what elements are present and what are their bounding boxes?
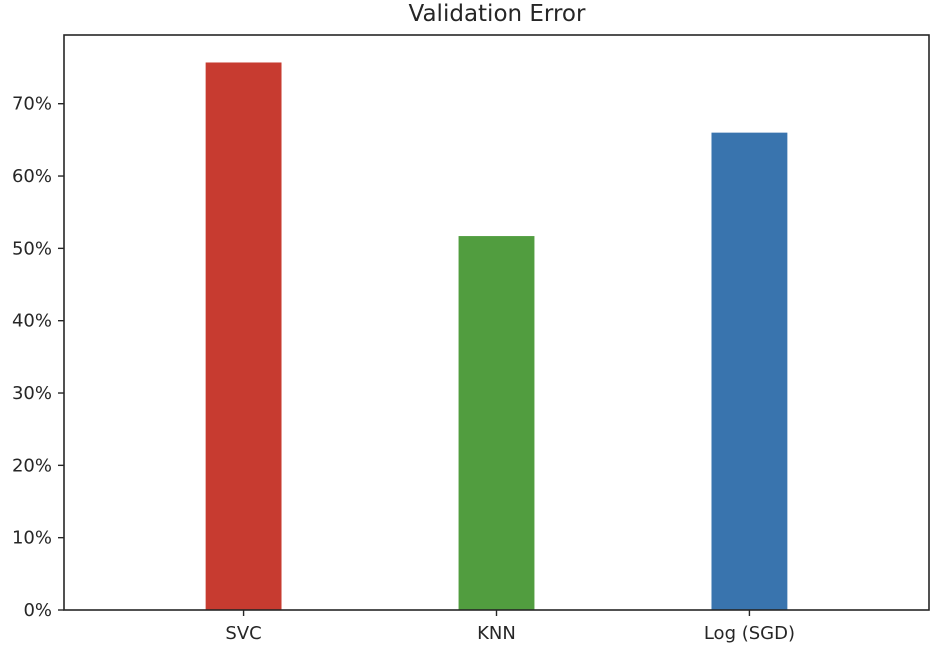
y-tick-label: 20% [12, 455, 52, 476]
y-tick-label: 30% [12, 383, 52, 404]
chart-title: Validation Error [409, 1, 586, 27]
y-axis: 0% 10% 20% 30% 40% 50% 60% 70% [12, 94, 64, 621]
bar-knn [458, 236, 535, 610]
bar-log-sgd [711, 132, 788, 610]
y-tick-label: 60% [12, 166, 52, 187]
y-tick-label: 70% [12, 94, 52, 115]
bar-svc [205, 62, 282, 611]
x-tick-label: KNN [477, 623, 516, 644]
y-tick-label: 50% [12, 238, 52, 259]
y-tick-label: 10% [12, 528, 52, 549]
y-tick-label: 40% [12, 311, 52, 332]
x-axis: SVC KNN Log (SGD) [225, 610, 795, 644]
bars-group [205, 62, 788, 611]
y-tick-label: 0% [23, 600, 52, 621]
x-tick-label: Log (SGD) [704, 623, 795, 644]
x-tick-label: SVC [225, 623, 261, 644]
plot-frame [63, 34, 930, 611]
